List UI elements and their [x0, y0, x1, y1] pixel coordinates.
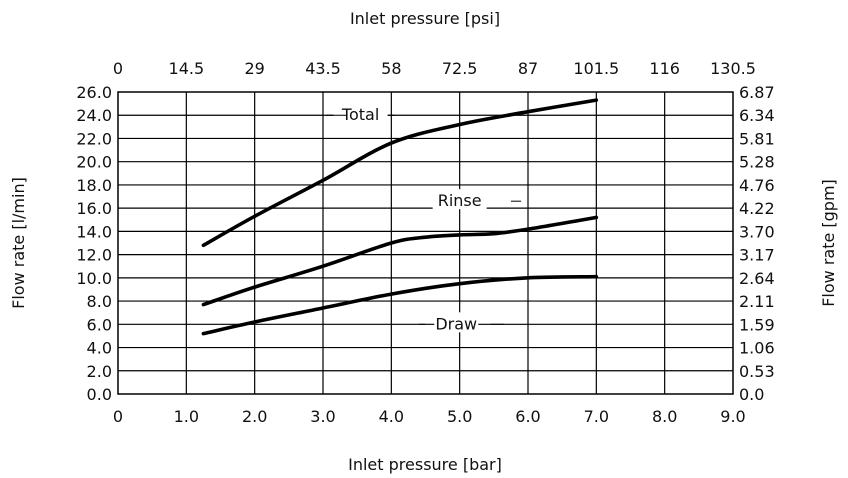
- x-tick-bottom: 0: [113, 407, 123, 426]
- y-tick-right: 2.11: [739, 292, 775, 311]
- series-line-total: [201, 98, 599, 248]
- y-tick-right: 5.28: [739, 153, 775, 172]
- y-tick-left: 18.0: [76, 176, 112, 195]
- x-tick-bottom: 8.0: [652, 407, 677, 426]
- y-tick-right: 3.17: [739, 246, 775, 265]
- y-tick-right: 5.81: [739, 129, 775, 148]
- x-tick-top: 43.5: [305, 59, 341, 78]
- series-label-draw: Draw: [435, 314, 477, 333]
- x-tick-bottom: 4.0: [379, 407, 404, 426]
- y-tick-right: 0.0: [739, 385, 764, 404]
- y-tick-left: 16.0: [76, 199, 112, 218]
- y-tick-left: 2.0: [87, 362, 112, 381]
- series-line-rinse: [201, 215, 599, 307]
- y-tick-right: 1.59: [739, 315, 775, 334]
- series-label-layer: Total Rinse Draw: [326, 103, 522, 333]
- y-tick-right: 4.76: [739, 176, 775, 195]
- tick-label-layer: 0 0 1.0 14.5 2.0 29 3.0 43.5 4.0 58 5.0 72.5 6.0 87 7.…: [76, 59, 774, 426]
- plot-frame: [117, 91, 734, 395]
- left-axis-title: Flow rate [l/min]: [9, 177, 28, 309]
- y-tick-left: 26.0: [76, 83, 112, 102]
- y-tick-right: 2.64: [739, 269, 775, 288]
- x-tick-top: 87: [518, 59, 538, 78]
- x-tick-top: 130.5: [710, 59, 756, 78]
- y-tick-left: 0.0: [87, 385, 112, 404]
- y-tick-left: 10.0: [76, 269, 112, 288]
- top-axis-title: Inlet pressure [psi]: [350, 9, 500, 28]
- x-tick-top: 116: [649, 59, 680, 78]
- y-tick-left: 14.0: [76, 222, 112, 241]
- series-layer: [201, 98, 599, 336]
- x-tick-bottom: 9.0: [720, 407, 745, 426]
- grid-layer: [118, 92, 733, 394]
- y-tick-right: 6.87: [739, 83, 775, 102]
- y-tick-right: 4.22: [739, 199, 775, 218]
- x-tick-bottom: 7.0: [584, 407, 609, 426]
- y-tick-left: 22.0: [76, 129, 112, 148]
- x-tick-bottom: 1.0: [174, 407, 199, 426]
- series-label-total: Total: [341, 105, 379, 124]
- y-tick-left: 12.0: [76, 246, 112, 265]
- x-tick-bottom: 2.0: [242, 407, 267, 426]
- series-label-bg-rinse: [432, 189, 487, 210]
- series-line-draw: [201, 274, 599, 336]
- y-tick-left: 24.0: [76, 106, 112, 125]
- y-tick-left: 20.0: [76, 153, 112, 172]
- x-tick-top: 72.5: [442, 59, 478, 78]
- bottom-axis-title: Inlet pressure [bar]: [348, 455, 502, 474]
- y-tick-left: 8.0: [87, 292, 112, 311]
- y-tick-right: 6.34: [739, 106, 775, 125]
- y-tick-left: 6.0: [87, 315, 112, 334]
- x-tick-bottom: 6.0: [515, 407, 540, 426]
- x-tick-top: 29: [244, 59, 264, 78]
- x-tick-bottom: 5.0: [447, 407, 472, 426]
- x-tick-top: 0: [113, 59, 123, 78]
- y-tick-right: 1.06: [739, 339, 775, 358]
- x-tick-top: 14.5: [169, 59, 205, 78]
- series-label-bg-draw: [434, 312, 479, 333]
- series-label-bg-total: [333, 103, 388, 124]
- x-tick-bottom: 3.0: [310, 407, 335, 426]
- y-tick-right: 3.70: [739, 222, 775, 241]
- x-tick-top: 101.5: [573, 59, 619, 78]
- x-tick-top: 58: [381, 59, 401, 78]
- y-tick-right: 0.53: [739, 362, 775, 381]
- y-tick-left: 4.0: [87, 339, 112, 358]
- right-axis-title: Flow rate [gpm]: [819, 179, 838, 307]
- series-label-rinse: Rinse: [438, 191, 482, 210]
